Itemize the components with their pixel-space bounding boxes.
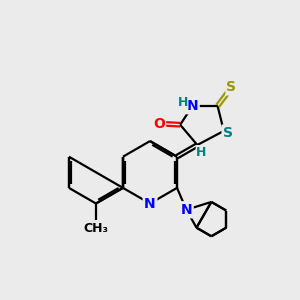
- Text: H: H: [196, 146, 207, 159]
- Text: S: S: [223, 125, 232, 140]
- Text: N: N: [181, 203, 192, 217]
- Text: H: H: [177, 96, 188, 109]
- Text: N: N: [144, 196, 156, 211]
- Text: S: S: [226, 80, 236, 94]
- Text: O: O: [153, 117, 165, 130]
- Text: N: N: [187, 99, 198, 113]
- Text: CH₃: CH₃: [83, 222, 108, 235]
